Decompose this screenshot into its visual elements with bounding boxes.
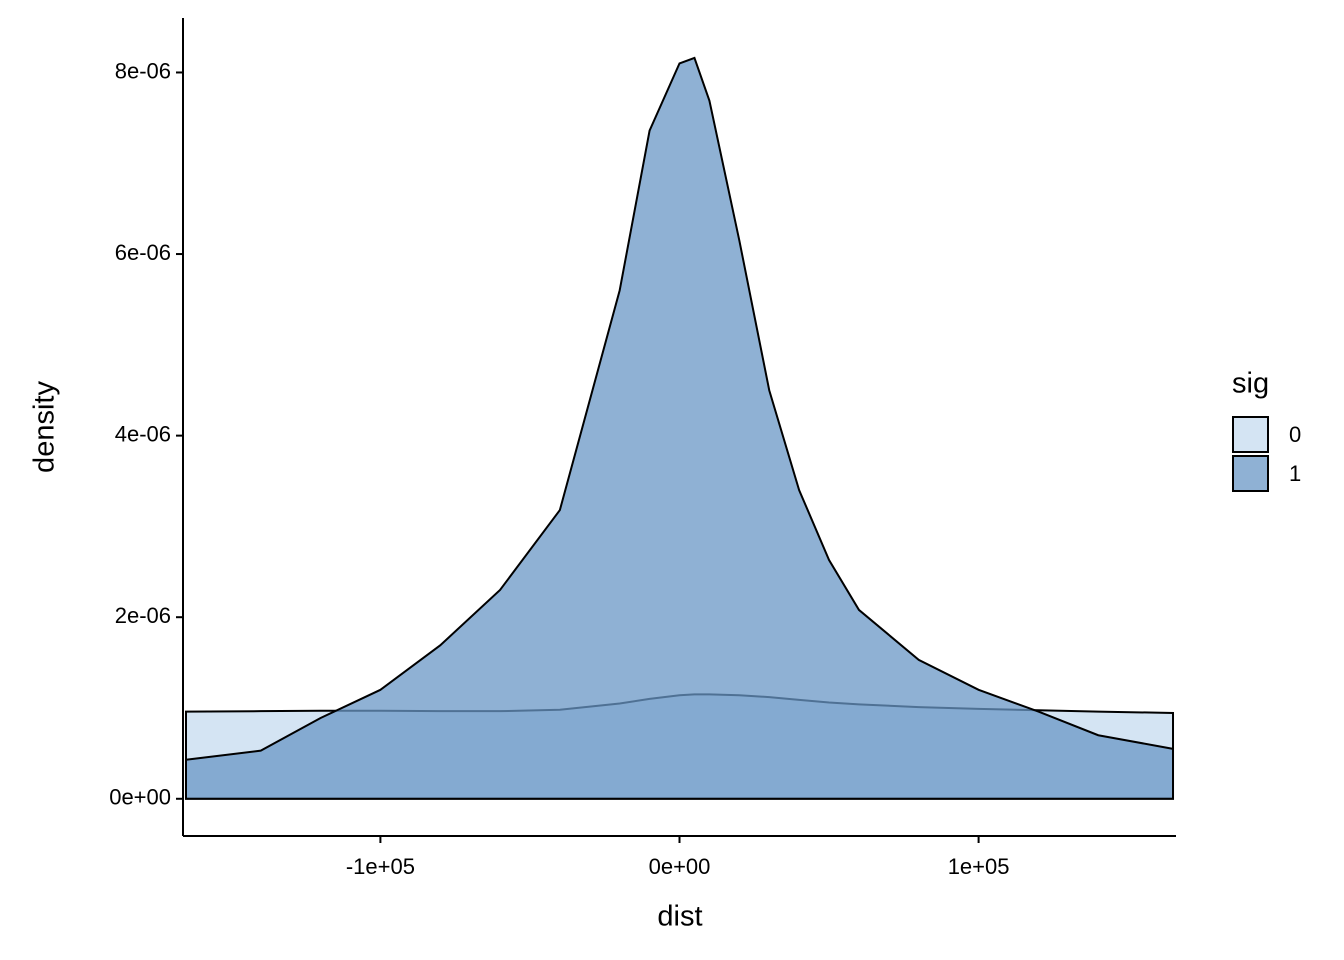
x-tick-label: -1e+05 [346,854,415,879]
y-tick-label: 6e-06 [115,240,171,265]
y-tick-label: 8e-06 [115,58,171,83]
x-axis-title: dist [657,901,702,933]
y-tick-label: 2e-06 [115,603,171,628]
legend-label: 1 [1289,461,1301,486]
legend-title: sig [1232,368,1269,400]
y-tick-label: 4e-06 [115,421,171,446]
legend-swatch [1232,455,1269,492]
y-tick-label: 0e+00 [109,785,171,810]
legend-swatch [1232,416,1269,453]
x-tick-label: 1e+05 [948,854,1010,879]
density-area [184,56,1175,800]
x-tick-label: 0e+00 [649,854,711,879]
y-axis-title: density [29,381,61,473]
legend-label: 0 [1289,422,1301,447]
